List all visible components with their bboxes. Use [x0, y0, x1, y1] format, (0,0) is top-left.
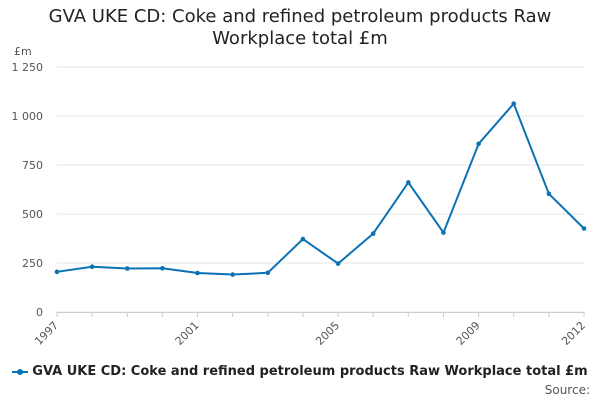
x-tick-label: 2005 [313, 319, 342, 348]
y-tick-label: 750 [22, 159, 43, 172]
y-unit-label: £m [14, 45, 32, 58]
y-tick-label: 500 [22, 208, 43, 221]
source-label: Source: [544, 383, 590, 397]
x-tick-label: 2009 [454, 319, 483, 348]
data-point [300, 236, 306, 242]
data-point [124, 266, 130, 271]
legend[interactable]: GVA UKE CD: Coke and refined petroleum p… [0, 364, 600, 379]
data-point [230, 272, 235, 277]
y-tick-label: 1 250 [12, 61, 44, 74]
data-point [195, 270, 200, 276]
x-tick-label: 2001 [173, 319, 202, 348]
x-tick-label: 2012 [559, 319, 588, 348]
y-tick-label: 250 [22, 257, 43, 270]
data-point [581, 226, 587, 231]
data-point [160, 265, 165, 271]
data-point [476, 141, 481, 147]
legend-item-label: GVA UKE CD: Coke and refined petroleum p… [32, 364, 588, 379]
data-point [546, 191, 552, 197]
data-point [441, 230, 446, 235]
data-point [406, 180, 411, 185]
data-point [370, 231, 376, 236]
data-point [335, 261, 341, 266]
series-line [56, 102, 585, 276]
chart-title-line-2: Workplace total £m [212, 28, 388, 49]
data-point [511, 101, 517, 106]
y-tick-label: 1 000 [12, 110, 44, 123]
x-tick-label: 1997 [32, 319, 61, 348]
legend-line-marker-icon [12, 367, 29, 377]
data-point [89, 264, 95, 270]
y-tick-label: 0 [36, 306, 43, 319]
chart-title: GVA UKE CD: Coke and refined petroleum p… [0, 6, 600, 50]
data-point [265, 270, 271, 276]
chart-title-line-1: GVA UKE CD: Coke and refined petroleum p… [48, 6, 552, 27]
data-point [54, 269, 60, 275]
